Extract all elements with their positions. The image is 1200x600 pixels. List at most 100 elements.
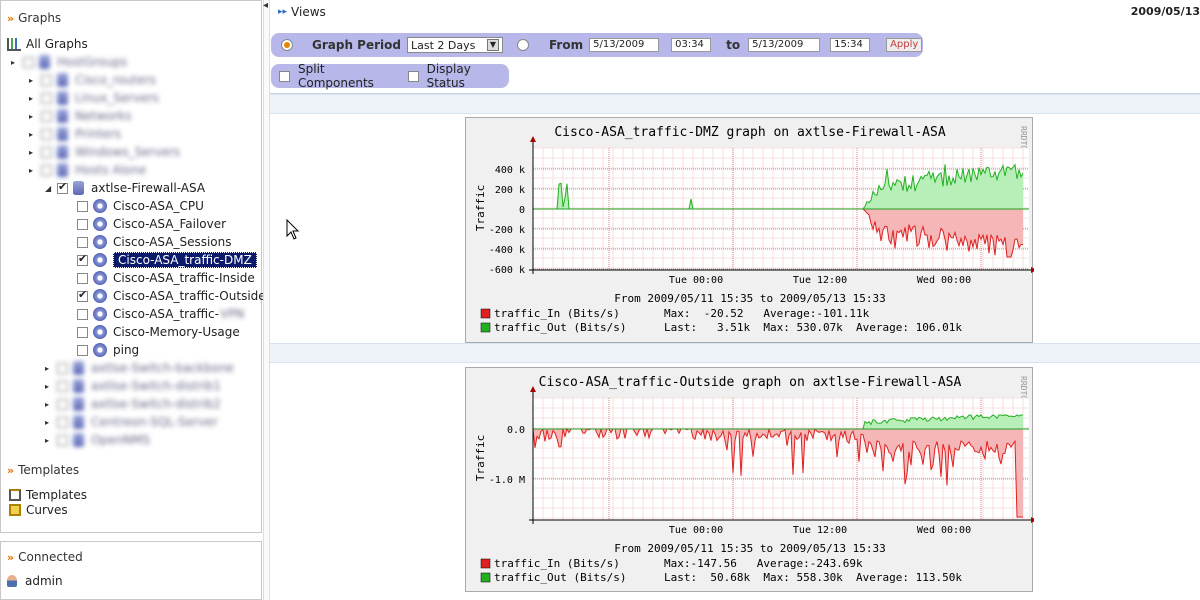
to-time-input[interactable]: 15:34 (830, 38, 871, 52)
from-time-input[interactable]: 03:34 (671, 38, 712, 52)
user-name: admin (25, 574, 63, 588)
user-item[interactable]: admin (7, 572, 63, 590)
service-label: Cisco-ASA_CPU (113, 199, 204, 213)
tree-checkbox[interactable] (41, 146, 52, 158)
tree-item-group[interactable]: ▸ Windows_Servers (29, 143, 180, 161)
tree-checkbox[interactable] (41, 164, 52, 176)
folder-icon (57, 73, 68, 87)
y-tick-label: -600 k (489, 265, 525, 276)
display-status-label[interactable]: Display Status (426, 62, 471, 90)
apply-button[interactable]: Apply (886, 38, 923, 52)
tree-item-service[interactable]: Cisco-ASA_CPU (77, 197, 204, 215)
tree-checkbox[interactable] (23, 56, 34, 68)
tree-checkbox[interactable] (41, 128, 52, 140)
tree-item-service[interactable]: Cisco-ASA_traffic-DMZ (77, 251, 257, 269)
folder-icon (57, 127, 68, 141)
expand-icon[interactable]: ▸ (29, 111, 34, 121)
graph-outside[interactable]: Cisco-ASA_traffic-Outside graph on axtls… (465, 367, 1034, 592)
tree-item-group[interactable]: ▸ Cisco_routers (29, 71, 156, 89)
expand-icon[interactable]: ▸ (45, 417, 50, 427)
service-checkbox[interactable] (77, 288, 88, 302)
tree-item-group[interactable]: ▸ Hosts Alone (29, 161, 146, 179)
views-label[interactable]: Views (291, 5, 326, 19)
templates-header: » Templates (1, 459, 85, 481)
expand-icon[interactable]: ▸ (45, 435, 50, 445)
service-checkbox[interactable] (77, 200, 88, 212)
tree-checkbox[interactable] (57, 398, 68, 410)
service-label: Cisco-ASA_traffic-Outside (113, 289, 266, 303)
y-axis-arrow (530, 136, 536, 142)
tree-item-host[interactable]: ◢ axtlse-Firewall-ASA (45, 179, 205, 197)
expand-icon[interactable]: ▸ (45, 363, 50, 373)
tree-item-service[interactable]: Cisco-ASA_traffic-Outside (77, 287, 266, 305)
service-checkbox[interactable] (77, 272, 88, 284)
service-label: Cisco-ASA_Sessions (113, 235, 232, 249)
expand-icon[interactable]: ▸ (29, 129, 34, 139)
tree-item-group[interactable]: ▸ Printers (29, 125, 121, 143)
gear-icon (93, 307, 107, 321)
from-radio[interactable] (516, 39, 529, 51)
folder-icon (57, 163, 68, 177)
to-date-input[interactable]: 5/13/2009 (748, 38, 821, 52)
main-content: ▸▸ Views 2009/05/13 Graph Period Last 2 … (270, 0, 1200, 600)
graphs-panel: » Graphs All Graphs ▸ HostGroups ▸ Cisco_rou… (0, 0, 266, 533)
display-status-checkbox[interactable] (407, 70, 419, 82)
split-components-label[interactable]: Split Components (298, 62, 374, 90)
split-components-checkbox[interactable] (279, 70, 290, 82)
collapse-arrow-icon[interactable]: ◂ (263, 0, 269, 11)
tree-item-host[interactable]: ▸ Centreon-SQL-Server (45, 413, 218, 431)
tree-item-label: axtlse-Switch-distrib1 (91, 379, 221, 393)
tree-item-service[interactable]: ping (77, 341, 139, 359)
tree-item-host[interactable]: ▸ axtlse-Switch-distrib1 (45, 377, 221, 395)
tree-item-group[interactable]: ▸ Linux_Servers (29, 89, 159, 107)
tree-item-service[interactable]: Cisco-Memory-Usage (77, 323, 240, 341)
graph-period-radio[interactable] (281, 39, 293, 51)
tree-item-host[interactable]: ▸ axtlse-Switch-backbone (45, 359, 234, 377)
legend-swatch (480, 322, 491, 333)
x-tick-label: Tue 12:00 (793, 525, 847, 536)
tree-item-all-graphs[interactable]: All Graphs (7, 35, 88, 53)
tree-checkbox[interactable] (57, 180, 68, 194)
expand-icon[interactable]: ▸ (29, 93, 34, 103)
tree-item-group[interactable]: ▸ HostGroups (11, 53, 127, 71)
current-date: 2009/05/13 (1130, 5, 1200, 18)
legend-stats: Max: -20.52 Average:-101.11k (664, 307, 870, 320)
tree-item-service[interactable]: Cisco-ASA_traffic-Inside (77, 269, 255, 287)
tree-checkbox[interactable] (57, 416, 68, 428)
service-checkbox[interactable] (77, 218, 88, 230)
tree-item-group[interactable]: ▸ Networks (29, 107, 131, 125)
expand-icon[interactable]: ▸ (45, 381, 50, 391)
expand-icon[interactable]: ▸ (29, 75, 34, 85)
service-checkbox[interactable] (77, 236, 88, 248)
from-date-input[interactable]: 5/13/2009 (589, 38, 660, 52)
legend-stats: Last: 50.68k Max: 558.30k Average: 113.5… (664, 571, 962, 584)
tree-checkbox[interactable] (41, 92, 52, 104)
service-checkbox[interactable] (77, 252, 88, 266)
tree-checkbox[interactable] (41, 74, 52, 86)
sidebar-splitter[interactable]: ◂ (263, 0, 270, 600)
tree-item-host[interactable]: ▸ OpenNMS (45, 431, 150, 449)
tree-item-service[interactable]: Cisco-ASA_Sessions (77, 233, 232, 251)
service-checkbox[interactable] (77, 344, 88, 356)
expand-icon[interactable]: ▸ (29, 147, 34, 157)
service-checkbox[interactable] (77, 326, 88, 338)
tree-checkbox[interactable] (57, 362, 68, 374)
expand-icon[interactable]: ▸ (29, 165, 34, 175)
tree-item-host[interactable]: ▸ axtlse-Switch-distrib2 (45, 395, 221, 413)
tree-checkbox[interactable] (41, 110, 52, 122)
expand-icon[interactable]: ▸ (11, 57, 16, 67)
tree-item-curves[interactable]: Curves (9, 501, 68, 519)
tree-item-service[interactable]: Cisco-ASA_traffic- VPN (77, 305, 244, 323)
graph-dmz[interactable]: Cisco-ASA_traffic-DMZ graph on axtlse-Fi… (465, 117, 1034, 343)
graph-period-select[interactable]: Last 2 Days ▼ (406, 37, 503, 53)
expand-icon[interactable]: ▸ (45, 399, 50, 409)
mouse-cursor-icon (286, 219, 300, 240)
tree-item-templates[interactable]: Templates (9, 486, 87, 504)
tree-checkbox[interactable] (57, 380, 68, 392)
user-icon (7, 575, 17, 587)
service-checkbox[interactable] (77, 308, 88, 320)
collapse-icon[interactable]: ◢ (45, 183, 52, 193)
legend-swatch (480, 308, 491, 319)
tree-checkbox[interactable] (57, 434, 68, 446)
tree-item-service[interactable]: Cisco-ASA_Failover (77, 215, 226, 233)
